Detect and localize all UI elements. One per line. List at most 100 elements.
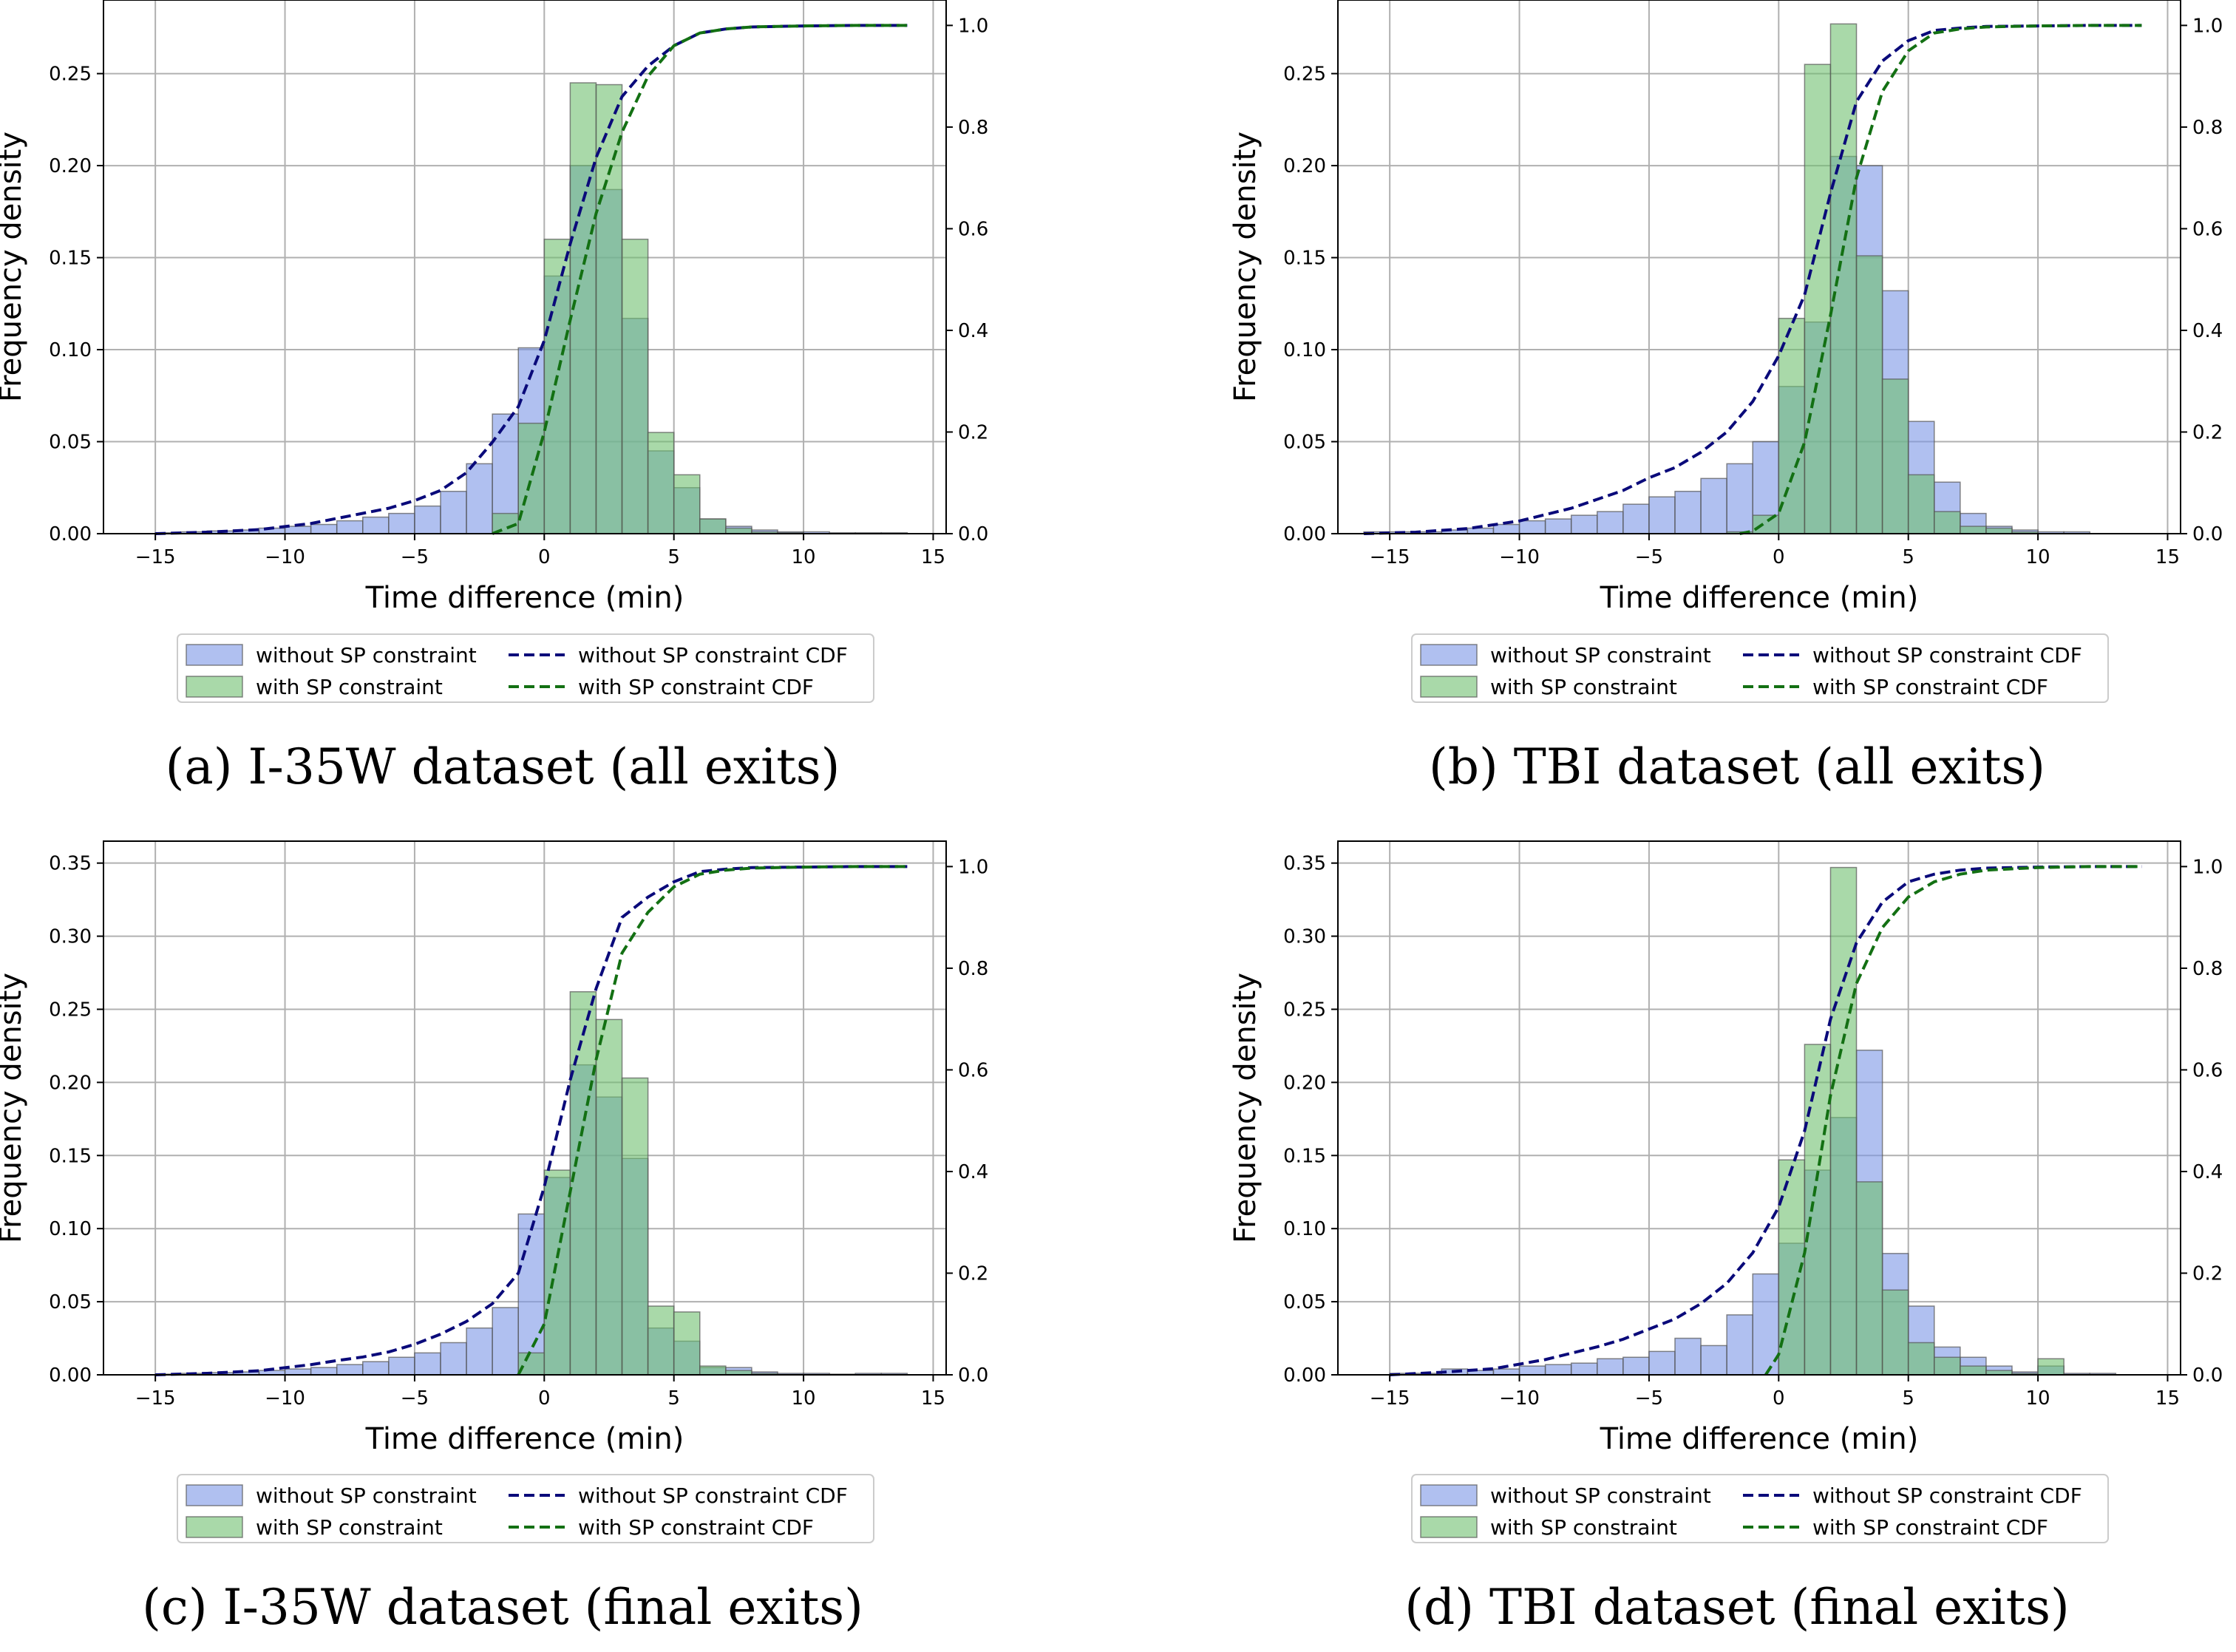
legend-label: with SP constraint (256, 1515, 443, 1540)
bar-series-with-sp (1726, 23, 2039, 534)
x-tick-label: 15 (2155, 1387, 2180, 1410)
y-tick-label: 0.30 (1283, 926, 1326, 948)
y-tick-label: 0.15 (1283, 248, 1326, 270)
axes-frame (1337, 840, 2181, 1376)
y2-tick-label: 0.4 (2192, 1161, 2223, 1183)
y-tick-label: 0.10 (1283, 1218, 1326, 1240)
y2-tick-label: 1.0 (2192, 15, 2223, 37)
y2-tick-label: 0.6 (958, 1059, 988, 1081)
histogram-bar (1881, 1289, 1909, 1376)
y-tick-label: 0.05 (49, 1291, 92, 1313)
histogram-bar (1544, 1364, 1572, 1376)
y-axis-label: Frequency density (1229, 973, 1263, 1243)
x-tick-label: −5 (401, 546, 429, 568)
histogram-bar (1570, 1362, 1598, 1376)
axes-frame (103, 0, 947, 534)
y-tick-label: 0.20 (1283, 155, 1326, 177)
histogram-bar (336, 520, 364, 534)
histogram-bar (1648, 1350, 1676, 1376)
x-tick-label: 15 (921, 546, 945, 568)
histogram-bar (1674, 1337, 1702, 1376)
legend-label: without SP constraint (256, 643, 477, 667)
x-tick-label: 0 (538, 1387, 551, 1410)
histogram-bar (1804, 64, 1832, 534)
legend: without SP constraint with SP constraint w… (177, 1474, 874, 1543)
y-tick-label: 0.05 (1283, 1291, 1326, 1313)
chart-panel-3: −15 −10 −5 0 5 10 15 0.00 0.05 0.10 0.15 0.20 0.25 0.… (0, 840, 988, 1636)
histogram-bar (1674, 490, 1702, 534)
histogram-bar (440, 490, 467, 534)
histogram-bar (336, 1364, 364, 1376)
cdf-line-without-sp (1390, 865, 2142, 1376)
legend-swatch-bar (186, 1484, 243, 1506)
y-tick-label: 0.00 (1283, 1364, 1326, 1387)
x-tick-label: 0 (538, 546, 551, 568)
legend-label: with SP constraint CDF (1812, 675, 2048, 699)
histogram-bar (699, 518, 727, 534)
y-tick-label: 0.20 (49, 1072, 92, 1094)
x-axis-label: Time difference (min) (365, 581, 684, 615)
legend-swatch-bar (1420, 644, 1478, 666)
histogram-bar (388, 512, 415, 534)
x-tick-label: −10 (265, 546, 305, 568)
histogram-bar (647, 432, 675, 534)
histogram-bar (725, 527, 752, 534)
histogram-bar (388, 1356, 415, 1376)
histogram-bar (1907, 474, 1935, 534)
histogram-bar (1934, 1356, 1961, 1376)
histogram-bar (1960, 1365, 1987, 1376)
bar-series-without-sp (1389, 1050, 2117, 1376)
bar-series-with-sp (492, 82, 804, 534)
bar-series-with-sp (1778, 866, 2065, 1376)
panel-caption: (b) TBI dataset (all exits) (1429, 738, 2045, 795)
legend-label: with SP constraint CDF (578, 1515, 814, 1540)
histogram-bar (1752, 514, 1780, 534)
x-tick-label: −5 (401, 1387, 429, 1410)
histogram-bar (699, 1365, 727, 1376)
legend-box (177, 633, 874, 703)
histogram-bar (1985, 527, 2013, 534)
x-tick-label: −15 (1370, 546, 1410, 568)
histogram-bar (1518, 520, 1546, 534)
cdf-line-with-sp (492, 24, 908, 535)
y-tick-label: 0.15 (49, 248, 92, 270)
histogram-bar (362, 516, 390, 534)
y-tick-label: 0.00 (1283, 523, 1326, 545)
x-axis-label: Time difference (min) (1600, 581, 1919, 615)
legend-swatch-bar (186, 644, 243, 666)
x-axis-label: Time difference (min) (1600, 1422, 1919, 1456)
x-tick-label: 5 (667, 1387, 680, 1410)
y2-tick-label: 0.8 (2192, 958, 2223, 980)
x-tick-label: 10 (2026, 546, 2050, 568)
histogram-bar (1544, 518, 1572, 534)
histogram-bar (621, 1077, 649, 1376)
y2-tick-label: 0.4 (958, 1161, 988, 1183)
cdf-line-without-sp (155, 865, 908, 1376)
histogram-bar (569, 990, 597, 1376)
x-tick-label: −5 (1635, 546, 1663, 568)
x-tick-label: 10 (792, 546, 816, 568)
legend-swatch-bar (186, 1516, 243, 1538)
x-tick-label: 10 (792, 1387, 816, 1410)
legend-swatch-bar (1420, 1516, 1478, 1538)
histogram-bar (1726, 463, 1753, 534)
histogram-bar (595, 1019, 623, 1376)
histogram-bar (414, 505, 441, 534)
y-tick-label: 0.10 (1283, 339, 1326, 361)
x-tick-label: 5 (667, 546, 680, 568)
histogram-bar (1829, 866, 1858, 1376)
histogram-bar (440, 1342, 467, 1376)
x-tick-label: 0 (1773, 1387, 1785, 1410)
y-tick-label: 0.20 (1283, 1072, 1326, 1094)
y2-tick-label: 0.2 (2192, 1262, 2223, 1285)
y2-tick-label: 0.6 (958, 218, 988, 240)
y-tick-label: 0.15 (1283, 1145, 1326, 1167)
cdf-line-with-sp (1764, 865, 2142, 1376)
legend: without SP constraint with SP constraint w… (177, 633, 874, 703)
histogram-bar (543, 1169, 571, 1376)
histogram-bar (414, 1352, 441, 1376)
y2-tick-label: 1.0 (958, 856, 988, 878)
bar-series-without-sp (1363, 155, 2090, 534)
x-tick-label: 5 (1902, 546, 1914, 568)
histogram-bar (1518, 1365, 1546, 1376)
